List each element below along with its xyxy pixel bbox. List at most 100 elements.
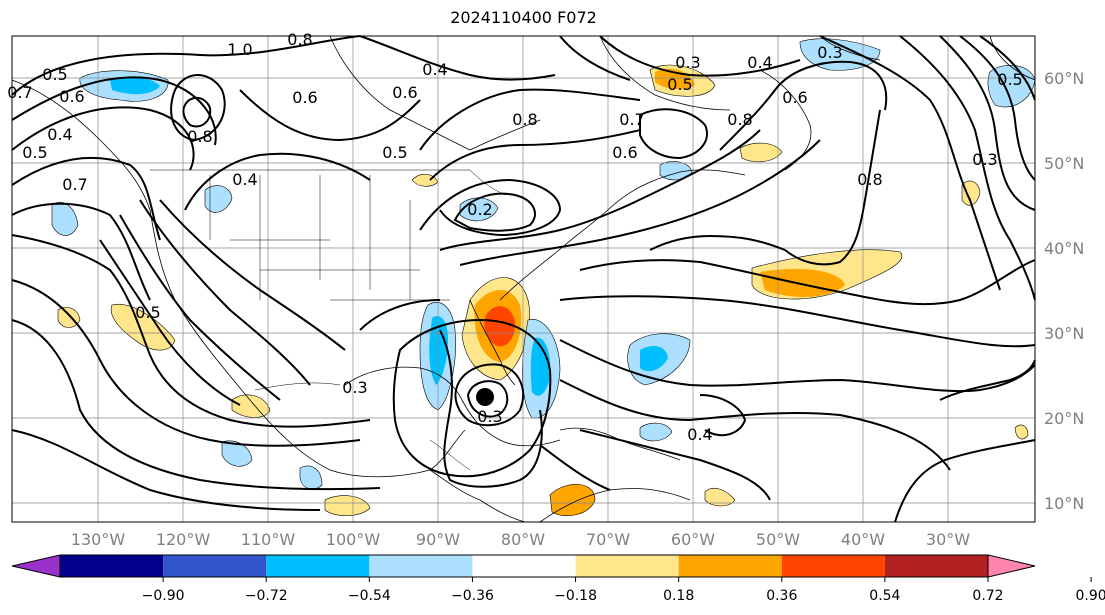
contour-label: 0.5 [667, 75, 692, 94]
colorbar-segment [781, 555, 885, 577]
contour-label: 0.8 [512, 110, 537, 129]
contour-label: 0.8 [287, 30, 312, 49]
warm-region-pacific-s [324, 495, 371, 517]
warm-region-pacific [110, 303, 176, 351]
colorbar-tick-label: 0.18 [663, 588, 694, 604]
colorbar-outline [59, 554, 989, 578]
colorbar-segment [472, 555, 576, 577]
contour-label: 0.5 [22, 143, 47, 162]
cool-region-mexico-pac [221, 440, 253, 467]
deep-cool-region-atlantic [640, 346, 668, 372]
colorbar-tick-label: 0.72 [972, 588, 1003, 604]
colorbar-tick-label: 0.36 [766, 588, 797, 604]
colorbar-segment [678, 555, 782, 577]
latitude-label: 40°N [1044, 239, 1084, 258]
warm-region-se [1014, 424, 1029, 440]
coastlines [11, 35, 1036, 523]
contour-label: 0.6 [392, 83, 417, 102]
longitude-label: 120°W [156, 530, 211, 549]
deep-cool-region-florida [530, 337, 551, 396]
map-title: 2024110400 F072 [450, 8, 597, 27]
longitude-label: 110°W [241, 530, 296, 549]
contour-label: 0.3 [675, 53, 700, 72]
longitude-labels: 130°W 120°W 110°W 100°W 90°W 80°W 70°W 60°W 50°W… [71, 530, 970, 549]
contour-label: 0.3 [477, 407, 502, 426]
longitude-label: 50°W [756, 530, 800, 549]
colorbar-tick-label: −0.90 [142, 588, 185, 604]
cool-region-greenland [799, 38, 881, 71]
contour-label: 0.3 [817, 43, 842, 62]
warm-region-east [961, 180, 981, 206]
contour-label: 0.5 [42, 65, 67, 84]
contour-label: 0.3 [342, 378, 367, 397]
colorbar-segment [369, 555, 473, 577]
contour-label: 0.6 [782, 88, 807, 107]
colorbar-segment [266, 555, 370, 577]
warm-region-centralam [549, 484, 596, 516]
contour-label: 0.5 [997, 70, 1022, 89]
colorbar-tick-label: −0.36 [451, 588, 494, 604]
colorbar-segment [60, 555, 164, 577]
colorbar-segment [884, 555, 988, 577]
cool-region-westpac [51, 202, 79, 236]
contour-label: 0.4 [422, 60, 447, 79]
map-frame [11, 35, 1036, 523]
colorbar-low-extension [11, 554, 61, 578]
contour-label: 0.4 [232, 170, 257, 189]
contour-label: 0.2 [467, 200, 492, 219]
longitude-label: 70°W [586, 530, 630, 549]
contour-label: 0.6 [612, 143, 637, 162]
colorbar [11, 554, 1036, 578]
strong-region-atlantic [760, 268, 845, 297]
low-pressure-center [476, 388, 494, 406]
contour-label: 0.7 [619, 110, 644, 129]
contour-label: 0.8 [727, 110, 752, 129]
colorbar-segment [163, 555, 267, 577]
cool-region-caribbean [639, 422, 673, 442]
core-region-gulf [484, 306, 516, 347]
longitude-label: 40°W [841, 530, 885, 549]
colorbar-tick-label: 0.54 [869, 588, 900, 604]
graticule [12, 36, 1035, 522]
contour-lines [11, 35, 1036, 523]
contour-label: 0.7 [62, 175, 87, 194]
longitude-label: 90°W [416, 530, 460, 549]
map-plot-area: 1.00.80.50.60.70.40.50.80.40.50.70.60.40… [7, 30, 1036, 523]
deep-cool-region-alaska [110, 76, 160, 95]
contour-label-layer: 1.00.80.50.60.70.40.50.80.40.50.70.60.40… [7, 30, 1022, 444]
contour-label: 0.4 [47, 125, 72, 144]
colorbar-tick-label: 0.90 [1076, 588, 1105, 604]
colorbar-high-extension [987, 554, 1036, 578]
latitude-labels: 60°N 50°N 40°N 30°N 20°N 10°N [1044, 69, 1084, 513]
latitude-label: 60°N [1044, 69, 1084, 88]
latitude-label: 50°N [1044, 154, 1084, 173]
colorbar-tick-label: −0.72 [245, 588, 288, 604]
cool-region-mexico-pac2 [299, 465, 323, 490]
contour-label: 0.8 [187, 127, 212, 146]
latitude-label: 20°N [1044, 409, 1084, 428]
country-borders [150, 169, 506, 471]
latitude-label: 30°N [1044, 324, 1084, 343]
longitude-label: 30°W [926, 530, 970, 549]
longitude-label: 80°W [501, 530, 545, 549]
contour-label: 0.6 [292, 88, 317, 107]
contour-label: 0.4 [687, 425, 712, 444]
longitude-label: 60°W [671, 530, 715, 549]
contour-label: 0.5 [382, 143, 407, 162]
colorbar-tick-label: −0.54 [348, 588, 391, 604]
contour-label: 0.4 [747, 53, 772, 72]
contour-label: 0.3 [972, 150, 997, 169]
contour-label: 0.5 [135, 303, 160, 322]
colorbar-segment [575, 555, 679, 577]
contour-label: 1.0 [227, 40, 252, 59]
warm-region-nova [739, 142, 783, 163]
contour-label: 0.7 [7, 83, 32, 102]
colorbar-tick-label: −0.18 [554, 588, 597, 604]
latitude-label: 10°N [1044, 494, 1084, 513]
longitude-label: 100°W [326, 530, 381, 549]
colorbar-tick-labels: −0.90 −0.72 −0.54 −0.36 −0.18 0.18 0.36 0.54 0.7… [142, 577, 1105, 604]
longitude-label: 130°W [71, 530, 126, 549]
contour-label: 0.8 [857, 170, 882, 189]
warm-region-sa [704, 487, 736, 507]
